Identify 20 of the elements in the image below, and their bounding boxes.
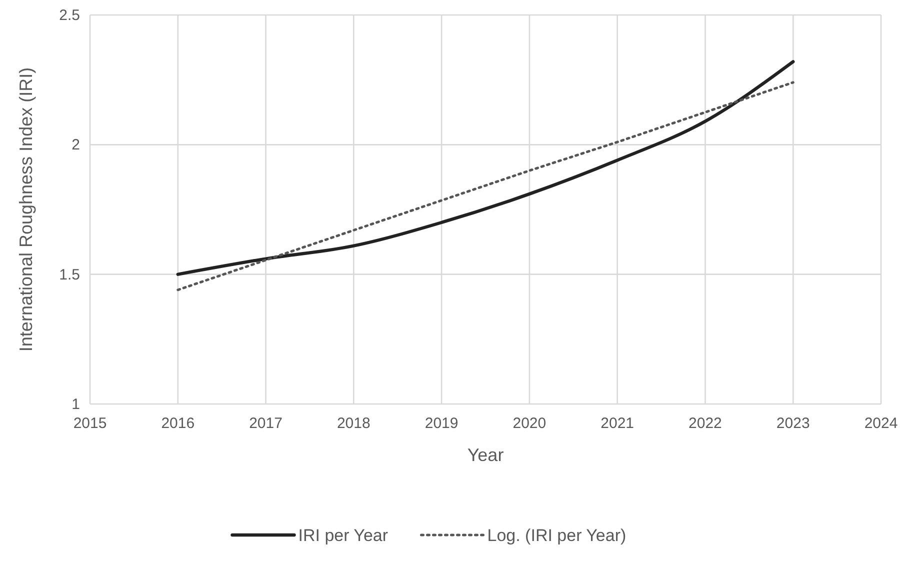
x-axis-title: Year <box>467 445 504 465</box>
y-tick-label: 1 <box>72 396 80 413</box>
legend-label: IRI per Year <box>298 526 388 545</box>
x-tick-label: 2023 <box>776 415 810 432</box>
x-tick-label: 2016 <box>161 415 195 432</box>
x-tick-label: 2018 <box>336 415 370 432</box>
y-axis-title: International Roughness Index (IRI) <box>16 67 36 352</box>
x-tick-label: 2017 <box>249 415 282 432</box>
x-tick-label: 2020 <box>512 415 546 432</box>
x-tick-label: 2021 <box>600 415 634 432</box>
line-series <box>176 60 795 276</box>
legend-label: Log. (IRI per Year) <box>487 526 626 545</box>
y-tick-label: 1.5 <box>59 266 80 284</box>
y-tick-label: 2 <box>72 136 80 154</box>
x-tick-label: 2019 <box>424 415 458 432</box>
x-tick-label: 2015 <box>73 415 107 432</box>
x-tick-label: 2022 <box>688 415 722 432</box>
y-tick-label: 2.5 <box>59 7 80 24</box>
line-series <box>176 81 794 292</box>
x-tick-label: 2024 <box>864 415 898 432</box>
